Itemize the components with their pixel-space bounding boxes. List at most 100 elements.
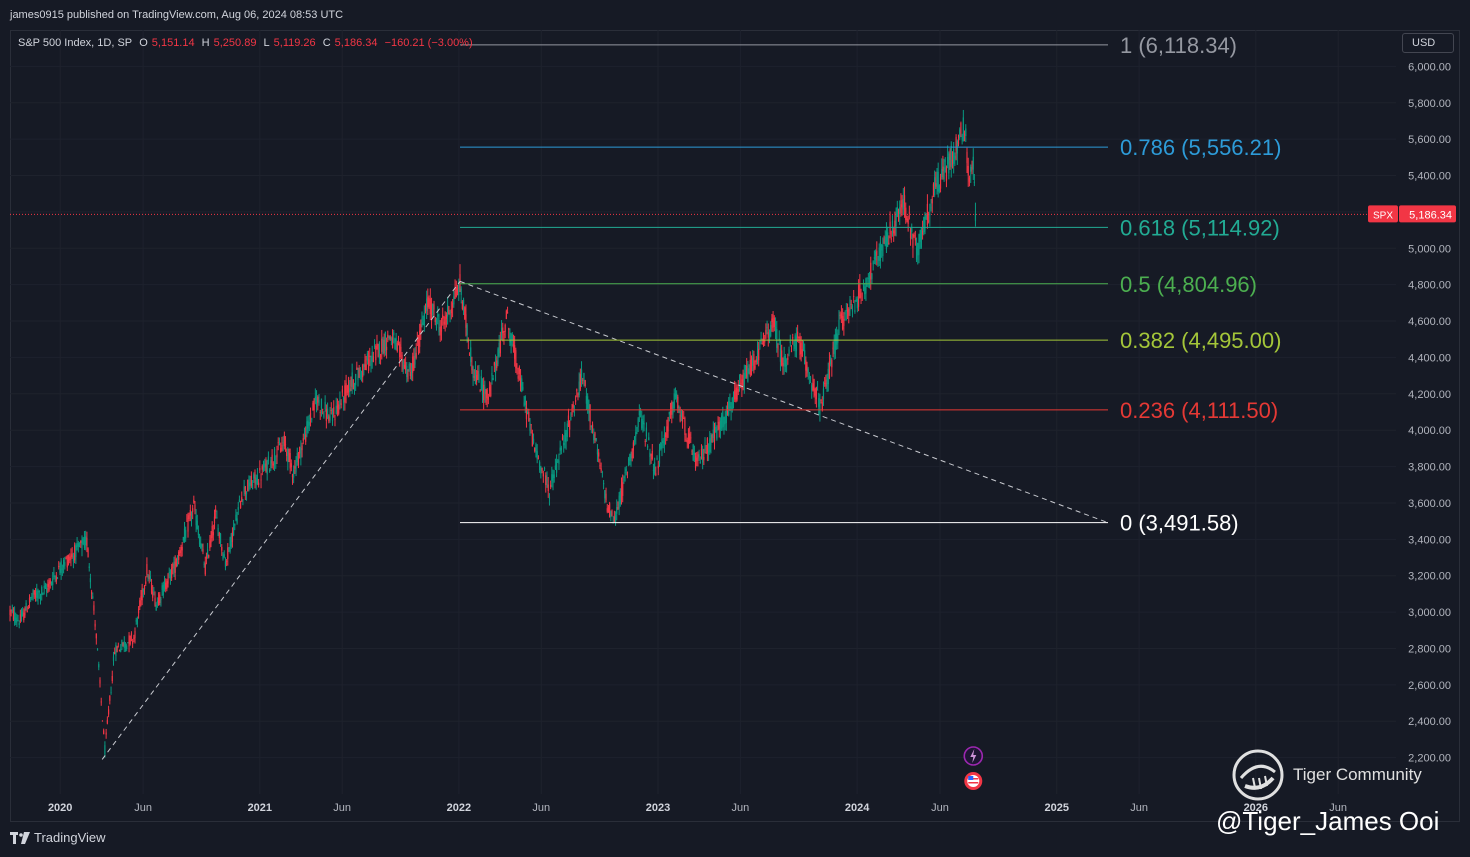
candle-body: [93, 605, 95, 611]
candle-body: [599, 465, 601, 467]
candle-body: [966, 151, 968, 164]
publish-info: james0915 published on TradingView.com, …: [10, 9, 344, 21]
candle-body: [915, 247, 918, 260]
candle-body: [202, 549, 204, 552]
candle-body: [529, 422, 531, 431]
candle-body: [665, 432, 667, 438]
candle-body: [553, 474, 555, 478]
candle-body: [360, 375, 363, 378]
candle-body: [416, 340, 418, 343]
candle-body: [890, 238, 892, 240]
candle-body: [605, 493, 607, 500]
candle-body: [130, 633, 133, 636]
candle-body: [140, 596, 142, 600]
candle-body: [629, 454, 631, 462]
candle-body: [464, 307, 466, 320]
candle-body: [69, 556, 71, 561]
candle-body: [36, 590, 38, 599]
candle-body: [712, 429, 714, 438]
candle-body: [661, 439, 663, 449]
candle-body: [631, 448, 633, 459]
candle-body: [643, 423, 645, 425]
tradingview-footer[interactable]: TradingView: [10, 830, 106, 845]
candle-body: [167, 574, 169, 584]
candle-body: [789, 341, 791, 343]
candle-body: [868, 275, 871, 288]
candle-body: [577, 393, 579, 398]
candle-body: [424, 308, 427, 310]
candle-body: [891, 220, 894, 231]
candle-body: [564, 429, 566, 442]
candle-body: [286, 451, 288, 457]
y-tick-label: 2,400.00: [1408, 716, 1451, 728]
candle-body: [65, 558, 67, 559]
candle-body: [876, 250, 878, 256]
candle-body: [476, 375, 478, 382]
candle-body: [287, 448, 289, 463]
candle-body: [484, 387, 486, 395]
x-tick-label: 2021: [248, 802, 272, 814]
candle-body: [272, 463, 274, 466]
candle-body: [96, 649, 99, 651]
candle-body: [505, 310, 507, 320]
candle-body: [974, 214, 977, 221]
x-tick-label: 2022: [447, 802, 471, 814]
candle-body: [176, 561, 179, 565]
candle-body: [590, 425, 592, 428]
candle-body: [145, 581, 147, 584]
candle-body: [748, 368, 750, 374]
candle-body: [709, 438, 711, 452]
candle-body: [787, 357, 789, 360]
candle-body: [25, 602, 27, 611]
candle-body: [28, 597, 31, 603]
candle-body: [954, 155, 956, 159]
candle-body: [188, 515, 190, 520]
candle-body: [205, 556, 208, 559]
candle-body: [558, 460, 560, 465]
candle-body: [923, 217, 925, 233]
candle-body: [607, 507, 610, 513]
candle-body: [266, 460, 268, 475]
candle-body: [295, 461, 297, 473]
candle-body: [487, 396, 489, 400]
candle-body: [283, 435, 285, 447]
candle-body: [308, 421, 310, 426]
candle-body: [517, 375, 519, 379]
candle-body: [960, 122, 962, 134]
candle-body: [815, 387, 817, 400]
candle-body: [479, 390, 481, 392]
candle-body: [729, 401, 731, 408]
candle-body: [147, 575, 149, 579]
candle-body: [585, 395, 588, 404]
currency-button[interactable]: USD: [1402, 33, 1454, 53]
candle-body: [909, 229, 912, 239]
candle-body: [578, 381, 580, 395]
candle-body: [702, 449, 704, 463]
candle-body: [498, 342, 500, 357]
candle-body: [864, 286, 866, 295]
candle-body: [760, 338, 762, 341]
candle-body: [649, 452, 651, 458]
candle-body: [291, 475, 294, 477]
candle-body: [122, 642, 124, 646]
candle-body: [19, 614, 21, 622]
candle-body: [566, 423, 568, 437]
candle-body: [821, 402, 823, 411]
candle-body: [644, 440, 646, 442]
candle-body: [877, 261, 879, 263]
candle-body: [656, 458, 658, 460]
candle-body: [106, 719, 108, 724]
candle-body: [532, 438, 535, 444]
candle-body: [744, 373, 747, 377]
candle-body: [46, 588, 48, 593]
candle-body: [855, 299, 857, 302]
candle-body: [389, 336, 391, 339]
candle-body: [190, 516, 193, 520]
candle-body: [67, 559, 70, 562]
candle-body: [306, 421, 308, 436]
candle-body: [72, 555, 75, 562]
candle-body: [955, 137, 957, 151]
candle-body: [110, 692, 112, 693]
candle-body: [777, 345, 779, 350]
